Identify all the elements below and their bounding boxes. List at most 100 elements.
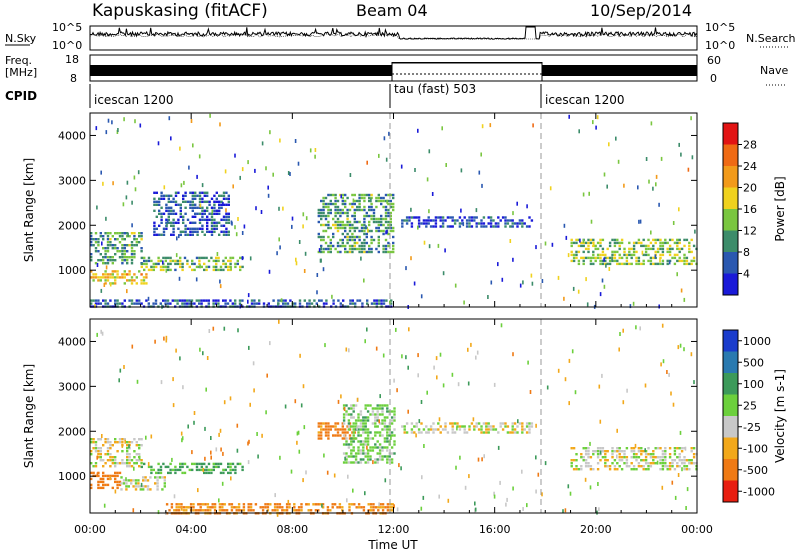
echo-cell: [392, 193, 395, 197]
echo-cell: [208, 203, 211, 206]
echo-cell: [135, 282, 138, 285]
echo-cell: [375, 220, 378, 224]
echo-cell: [194, 230, 197, 233]
echo-cell: [174, 200, 178, 203]
cpid-strip: CPID icescan 1200 tau (fast) 503 icescan…: [5, 82, 624, 108]
echo-cell: [126, 279, 129, 282]
echo-cell: [606, 247, 609, 251]
echo-cell: [194, 227, 197, 230]
echo-cell: [379, 506, 382, 509]
echo-cell: [172, 200, 175, 203]
echo-cell: [116, 250, 119, 253]
echo-cell: [599, 244, 602, 248]
echo-cell: [570, 465, 573, 468]
echo-cell: [218, 206, 221, 209]
echo-cell: [348, 220, 352, 224]
echo-cell: [120, 488, 123, 491]
echo-cell: [331, 294, 333, 299]
echo-cell: [642, 262, 645, 266]
echo-cell: [606, 184, 608, 189]
echo-cell: [147, 302, 150, 305]
echo-cell: [599, 238, 602, 242]
echo-cell: [535, 455, 537, 460]
echo-cell: [345, 410, 348, 413]
echo-cell: [441, 428, 445, 431]
echo-cell: [683, 456, 686, 459]
echo-cell: [618, 244, 621, 248]
echo-cell: [128, 270, 131, 273]
echo-cell: [584, 447, 588, 450]
echo-cell: [616, 241, 619, 245]
echo-cell: [392, 202, 395, 206]
echo-cell: [170, 506, 174, 509]
echo-cell: [121, 247, 124, 250]
echo-cell: [171, 299, 174, 302]
echo-cell: [303, 425, 306, 430]
cpid-label: CPID: [5, 89, 37, 103]
echo-cell: [90, 238, 93, 241]
echo-cell: [365, 241, 368, 245]
echo-cell: [596, 241, 600, 245]
echo-cell: [99, 453, 102, 456]
echo-cell: [363, 229, 366, 233]
echo-cell: [363, 244, 366, 248]
echo-cell: [691, 155, 694, 160]
echo-cell: [357, 434, 360, 437]
echo-cell: [210, 215, 214, 218]
echo-cell: [368, 247, 371, 251]
echo-cell: [202, 299, 206, 302]
echo-cell: [288, 503, 291, 506]
echo-cell: [369, 509, 373, 512]
echo-cell: [460, 168, 463, 173]
echo-cell: [131, 344, 134, 349]
echo-cell: [377, 223, 380, 227]
echo-cell: [102, 181, 104, 186]
echo-cell: [528, 428, 531, 431]
echo-cell: [332, 425, 335, 428]
echo-cell: [125, 477, 127, 482]
echo-cell: [473, 219, 476, 222]
echo-cell: [367, 503, 370, 506]
echo-cell: [183, 471, 187, 475]
echo-cell: [366, 428, 370, 431]
echo-cell: [96, 205, 98, 210]
echo-cell: [239, 462, 242, 466]
echo-cell: [212, 268, 215, 272]
echo-cell: [415, 422, 418, 425]
echo-cell: [351, 302, 354, 305]
echo-cell: [170, 194, 173, 197]
echo-cell: [152, 268, 155, 272]
echo-cell: [106, 259, 110, 262]
echo-cell: [174, 212, 178, 215]
echo-cell: [247, 503, 250, 506]
echo-cell: [215, 256, 218, 260]
echo-cell: [477, 422, 481, 425]
echo-cell: [130, 262, 134, 265]
echo-cell: [193, 268, 196, 272]
echo-cell: [206, 224, 209, 227]
echo-cell: [207, 259, 211, 263]
echo-cell: [305, 503, 308, 506]
echo-cell: [210, 230, 214, 233]
echo-cell: [313, 299, 316, 302]
echo-cell: [247, 160, 249, 165]
echo-cell: [377, 244, 380, 248]
echo-cell: [587, 244, 590, 248]
echo-cell: [592, 262, 595, 266]
echo-cell: [381, 422, 384, 425]
colorbar-tick-label: 12: [743, 225, 757, 238]
echo-cell: [363, 232, 366, 236]
echo-cell: [673, 453, 677, 456]
echo-cell: [582, 192, 585, 197]
echo-cell: [158, 200, 161, 203]
echo-cell: [329, 202, 332, 206]
echo-cell: [230, 509, 234, 512]
echo-cell: [201, 224, 204, 227]
echo-cell: [121, 443, 124, 448]
echo-cell: [348, 506, 351, 509]
echo-cell: [630, 462, 633, 465]
echo-cell: [102, 299, 105, 302]
echo-cell: [213, 227, 216, 230]
echo-cell: [685, 506, 687, 510]
